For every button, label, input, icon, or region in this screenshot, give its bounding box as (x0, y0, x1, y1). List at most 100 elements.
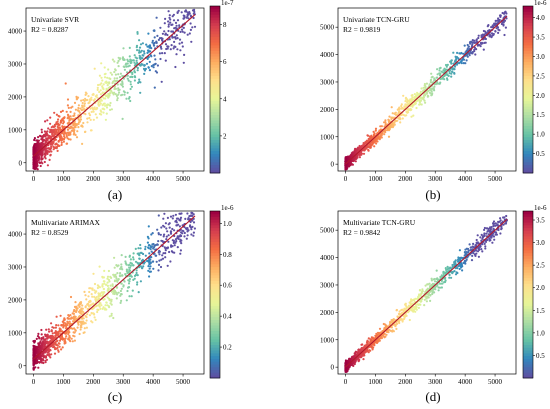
data-point (483, 228, 486, 231)
data-point (368, 349, 371, 352)
data-point (158, 52, 161, 55)
colorbar-segment (210, 280, 220, 284)
colorbar-segment (523, 64, 533, 68)
data-point (484, 245, 487, 248)
data-point (463, 254, 466, 257)
data-point (179, 49, 182, 52)
colorbar-segment (523, 42, 533, 46)
x-tick-label: 5000 (488, 175, 503, 183)
data-point (146, 241, 149, 244)
data-point (410, 298, 413, 301)
data-point (379, 125, 382, 128)
data-point (44, 150, 47, 153)
data-point (172, 241, 176, 244)
data-point (170, 44, 173, 47)
data-point (421, 288, 424, 291)
data-point (413, 93, 416, 96)
data-point (398, 310, 401, 313)
colorbar-tick-label: 0.8 (223, 251, 232, 259)
data-point (176, 37, 179, 40)
data-point (40, 154, 43, 158)
colorbar-segment (210, 14, 220, 18)
data-point (77, 104, 80, 107)
data-point (37, 159, 40, 162)
colorbar-tick-label: 1.5 (536, 111, 545, 119)
data-point (500, 227, 503, 230)
data-point (360, 343, 363, 346)
data-point (160, 258, 163, 261)
colorbar-segment (210, 294, 220, 298)
x-tick-label: 3000 (116, 378, 131, 386)
data-point (429, 299, 432, 302)
data-point (443, 277, 446, 280)
data-point (50, 329, 53, 333)
data-point (486, 230, 489, 233)
data-point (93, 282, 97, 286)
colorbar-segment (523, 142, 533, 146)
data-point (468, 243, 471, 246)
data-point (69, 115, 72, 118)
data-point (481, 237, 484, 240)
data-point (362, 142, 365, 145)
data-point (127, 282, 131, 285)
data-point (104, 81, 107, 84)
data-point (133, 79, 136, 82)
data-point (192, 12, 195, 15)
colorbar-segment (523, 58, 533, 63)
data-point (133, 64, 136, 67)
colorbar-segment (210, 236, 220, 240)
colorbar-segment (523, 70, 533, 74)
data-point (32, 344, 35, 347)
data-point (77, 122, 80, 126)
data-point (489, 34, 492, 37)
data-point (189, 214, 192, 217)
data-point (143, 52, 146, 55)
data-point (145, 43, 148, 46)
data-point (101, 107, 104, 110)
colorbar-segment (523, 103, 533, 107)
data-point (68, 334, 71, 337)
data-point (121, 57, 124, 61)
data-point (466, 43, 469, 47)
data-point (100, 76, 103, 79)
data-point (161, 32, 164, 35)
data-point (35, 337, 38, 340)
data-point (127, 65, 130, 68)
colorbar-segment (210, 316, 220, 320)
data-point (44, 333, 47, 336)
data-point (136, 281, 139, 284)
data-point (483, 226, 486, 230)
data-point (456, 51, 459, 55)
data-point (60, 348, 63, 351)
data-point (88, 287, 91, 290)
data-point (497, 18, 500, 22)
data-point (40, 361, 43, 364)
colorbar-segment (210, 255, 220, 259)
data-point (94, 95, 97, 98)
data-point (413, 96, 416, 99)
r2-label: R2 = 0.8529 (31, 228, 69, 237)
y-tick-label: 0 (19, 362, 23, 370)
data-point (70, 106, 73, 109)
colorbar-exponent: 1e-6 (221, 204, 234, 212)
data-point (372, 130, 375, 133)
data-point (429, 79, 432, 82)
data-point (158, 37, 162, 40)
data-point (430, 277, 433, 280)
data-point (159, 265, 163, 269)
data-point (55, 315, 58, 318)
colorbar-segment (210, 164, 220, 168)
data-point (133, 274, 137, 277)
data-point (397, 312, 401, 315)
colorbar-segment (210, 83, 220, 88)
data-point (32, 340, 35, 343)
data-point (81, 104, 84, 107)
data-point (99, 307, 102, 310)
data-point (402, 94, 405, 97)
data-point (411, 96, 414, 99)
data-point (61, 346, 64, 349)
data-point (41, 135, 45, 138)
data-point (172, 214, 175, 217)
data-point (75, 97, 78, 100)
data-point (497, 31, 500, 34)
